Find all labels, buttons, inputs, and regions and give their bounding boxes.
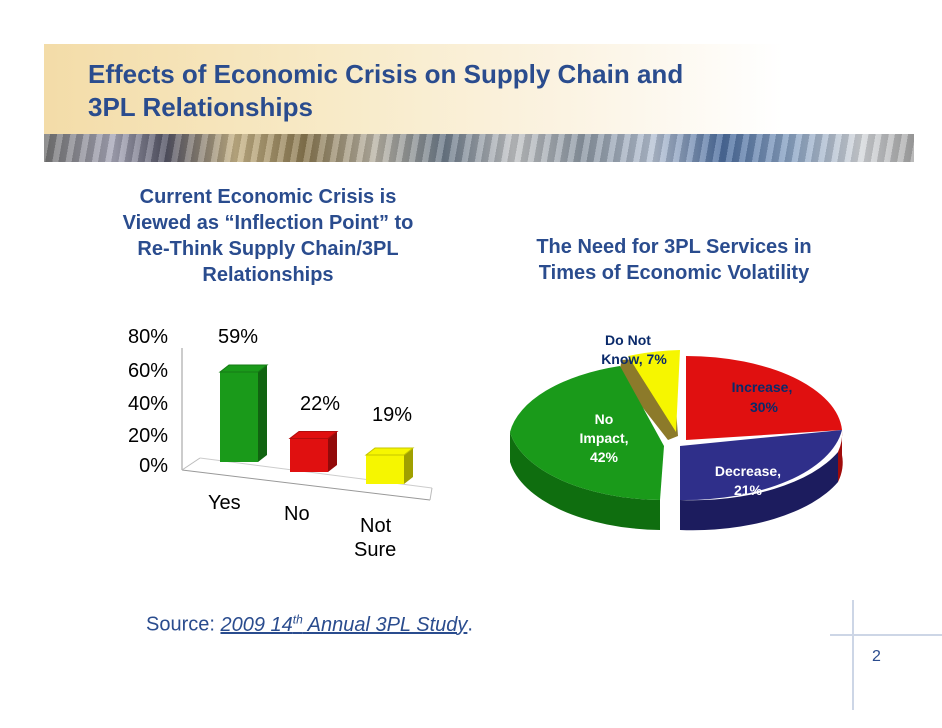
y-tick-label: 60% [127,360,168,382]
bar-data-label: 19% [372,404,413,426]
pie-slice-no-impact [510,366,664,500]
slide-title: Effects of Economic Crisis on Supply Cha… [88,58,848,124]
y-tick-label: 80% [127,326,168,348]
source-citation: Source: 2009 14th Annual 3PL Study. [146,612,473,637]
y-tick-label: 0% [139,455,168,477]
y-tick-label: 20% [127,425,168,447]
source-suffix: . [467,613,473,636]
bar-side [404,448,413,484]
source-study-name: Annual 3PL Study [302,613,468,636]
bar-chart-title: Current Economic Crisis is Viewed as “In… [108,184,428,288]
corner-decoration-vertical [852,600,854,710]
pie-slice-decrease [680,430,842,501]
bar-side [258,365,267,462]
slide-title-line-1: Effects of Economic Crisis on Supply Cha… [88,59,684,89]
corner-decoration-horizontal [830,634,942,636]
bar-not-sure [366,455,404,484]
header-background [44,44,914,134]
category-label-no: No [284,503,310,525]
pie-chart-title-line-1: The Need for 3PL Services in [536,236,812,258]
source-study-superscript: th [292,612,303,626]
floor-right-edge [429,487,433,501]
slide-title-line-2: 3PL Relationships [88,92,313,122]
category-label-not-sure-line-2: Sure [354,539,397,561]
bar-data-label: 22% [300,393,341,415]
source-study-link[interactable]: 2009 14th Annual 3PL Study [220,612,468,636]
pie-slice-side-increase [838,430,843,482]
pie-slice-side-no-impact [510,432,660,530]
bar-chart-title-line-2: Viewed as “Inflection Point” to [122,212,414,234]
bar-top [218,364,269,373]
source-prefix: Source: [146,613,221,636]
pie-label-decrease-line-1: Decrease, [715,463,781,479]
source-study-year: 2009 14 [220,613,293,636]
y-tick-label: 40% [127,393,168,415]
bar-chart-title-line-4: Relationships [202,264,334,286]
pie-label-no-impact-line-3: 42% [590,449,619,465]
bar-no [290,438,328,472]
pie-label-decrease-line-2: 21% [734,482,763,498]
floor-back-line [181,457,201,471]
bar-side [328,431,337,472]
x-axis-line [181,469,431,501]
pie-chart: Do Not Know, 7% Increase, 30% No Impact,… [510,332,843,531]
bar-top [288,430,339,439]
photo-banner [44,134,914,162]
pie-slice-increase [686,355,842,440]
pie-label-increase-line-1: Increase, [732,379,793,395]
pie-slice-side-decrease [680,452,838,531]
pie-label-no-impact-line-2: Impact, [579,430,628,446]
pie-label-increase-line-2: 30% [750,399,779,415]
pie-slice-do-not-know [628,350,680,432]
bar-top [364,447,415,456]
bar-chart [181,348,433,501]
bars-group [218,364,415,484]
pie-label-no-impact-line-1: No [595,411,614,427]
bar-chart-title-line-1: Current Economic Crisis is [139,186,397,208]
pie-label-do-not-know-line-2: Know, 7% [601,351,667,367]
bar-chart-title-line-3: Re-Think Supply Chain/3PL [137,238,399,260]
pie-chart-title: The Need for 3PL Services in Times of Ec… [516,234,832,286]
pie-chart-title-line-2: Times of Economic Volatility [538,262,810,284]
bar-yes [220,372,258,462]
page-number: 2 [872,648,881,665]
bar-data-label: 59% [218,326,259,348]
category-label-not-sure-line-1: Not [360,515,392,537]
pie-label-do-not-know-line-1: Do Not [605,332,651,348]
category-label-yes: Yes [208,492,241,514]
